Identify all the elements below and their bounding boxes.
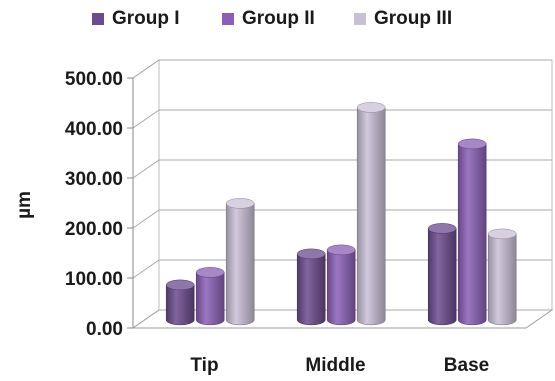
bar-top <box>296 248 326 260</box>
gridline <box>132 59 552 79</box>
gridline <box>132 159 552 179</box>
y-tick-label: 0.00 <box>86 319 123 340</box>
bar-body <box>225 203 255 326</box>
x-axis: Tip Middle Base <box>190 355 489 376</box>
bar-body <box>427 228 457 326</box>
bar-body <box>195 272 225 326</box>
bar-top <box>195 267 225 278</box>
legend-label-group-1: Group I <box>112 8 180 29</box>
legend-swatch-group-1 <box>92 13 104 25</box>
bar <box>165 279 195 326</box>
bar-body <box>487 233 517 326</box>
side-wall <box>132 59 160 329</box>
legend-swatch-group-2 <box>222 13 234 25</box>
bar <box>195 267 225 326</box>
bar-body <box>326 249 356 326</box>
legend-label-group-2: Group II <box>242 8 315 29</box>
bar-top <box>427 223 457 234</box>
bar-body <box>296 253 326 326</box>
y-axis: 0.00 100.00 200.00 300.00 400.00 500.00 <box>65 69 134 340</box>
bar-top <box>326 244 356 256</box>
bar <box>427 223 457 326</box>
x-tick-label: Middle <box>305 355 365 376</box>
bar <box>296 248 326 326</box>
x-tick-label: Tip <box>190 355 218 376</box>
chart-bars <box>165 102 517 326</box>
y-axis-label: µm <box>14 191 35 219</box>
bar-top <box>487 228 517 240</box>
bar <box>487 228 517 326</box>
bar-body <box>356 107 386 326</box>
bar-body <box>457 143 487 326</box>
gridline <box>132 209 552 229</box>
bar <box>356 102 386 326</box>
legend-item-group-2: Group II <box>222 8 315 30</box>
bar-top <box>165 279 195 291</box>
gridline <box>132 109 552 129</box>
y-tick-label: 200.00 <box>65 219 123 240</box>
x-tick-label: Base <box>444 355 489 376</box>
bar-top <box>457 138 487 150</box>
bar-body <box>165 284 195 326</box>
y-tick-label: 400.00 <box>65 119 123 140</box>
y-tick-label: 300.00 <box>65 169 123 190</box>
legend-swatch-group-3 <box>354 13 366 25</box>
bar <box>326 244 356 326</box>
legend-item-group-1: Group I <box>92 8 180 30</box>
bar-top <box>225 198 255 209</box>
chart-grid <box>132 59 552 329</box>
y-tick-label: 100.00 <box>65 269 123 290</box>
bar <box>225 198 255 326</box>
legend-item-group-3: Group III <box>354 8 452 30</box>
bar <box>457 138 487 326</box>
gridline <box>132 259 552 279</box>
bar-top <box>356 102 386 113</box>
legend-label-group-3: Group III <box>374 8 453 29</box>
gridline <box>132 309 552 329</box>
y-tick-label: 500.00 <box>65 69 123 90</box>
